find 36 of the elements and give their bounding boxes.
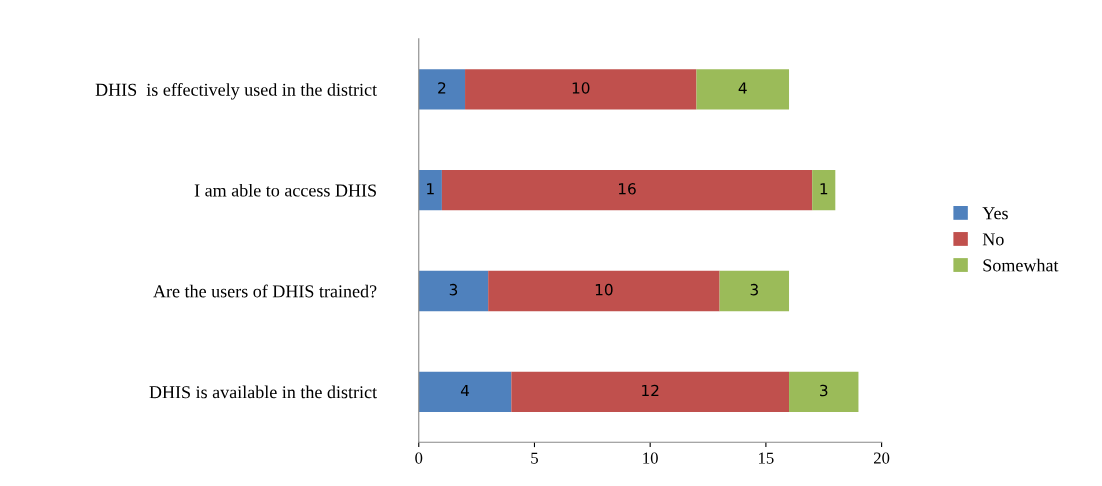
data-label: 4 — [460, 384, 470, 397]
data-label: 10 — [595, 283, 613, 296]
data-label: 3 — [820, 384, 828, 397]
x-tick-label: 20 — [874, 452, 890, 464]
bar — [511, 371, 790, 413]
data-label: 3 — [449, 283, 458, 296]
y-tick-label: I am able to access DHIS — [194, 183, 376, 197]
data-label: 1 — [820, 183, 828, 195]
bar — [696, 69, 790, 110]
legend-label: Yes — [982, 207, 1008, 220]
bar — [488, 270, 720, 312]
data-label: 2 — [438, 82, 446, 94]
bar — [812, 169, 836, 211]
data-label: 12 — [642, 384, 659, 397]
data-label: 3 — [750, 283, 758, 296]
bar — [719, 270, 790, 312]
bar — [418, 371, 512, 413]
bar — [465, 69, 697, 110]
legend-label: No — [982, 233, 1004, 246]
data-label: 10 — [572, 82, 590, 94]
bar — [789, 371, 859, 413]
x-tick-label: 5 — [531, 452, 538, 464]
x-tick-label: 10 — [643, 452, 658, 464]
data-label: 4 — [738, 82, 747, 94]
x-tick-label: 15 — [759, 452, 774, 464]
bar — [418, 169, 442, 211]
y-tick-label: DHIS is available in the district — [149, 385, 377, 399]
bar — [418, 69, 466, 110]
legend-label: Somewhat — [983, 258, 1059, 272]
bar — [441, 169, 813, 211]
x-tick-label: 0 — [415, 452, 423, 464]
data-label: 1 — [427, 183, 434, 195]
bar — [418, 270, 489, 312]
y-tick-label: DHIS is effectively used in the district — [95, 82, 377, 100]
y-tick-label: Are the users of DHIS trained? — [153, 284, 377, 298]
data-label: 16 — [619, 183, 636, 195]
